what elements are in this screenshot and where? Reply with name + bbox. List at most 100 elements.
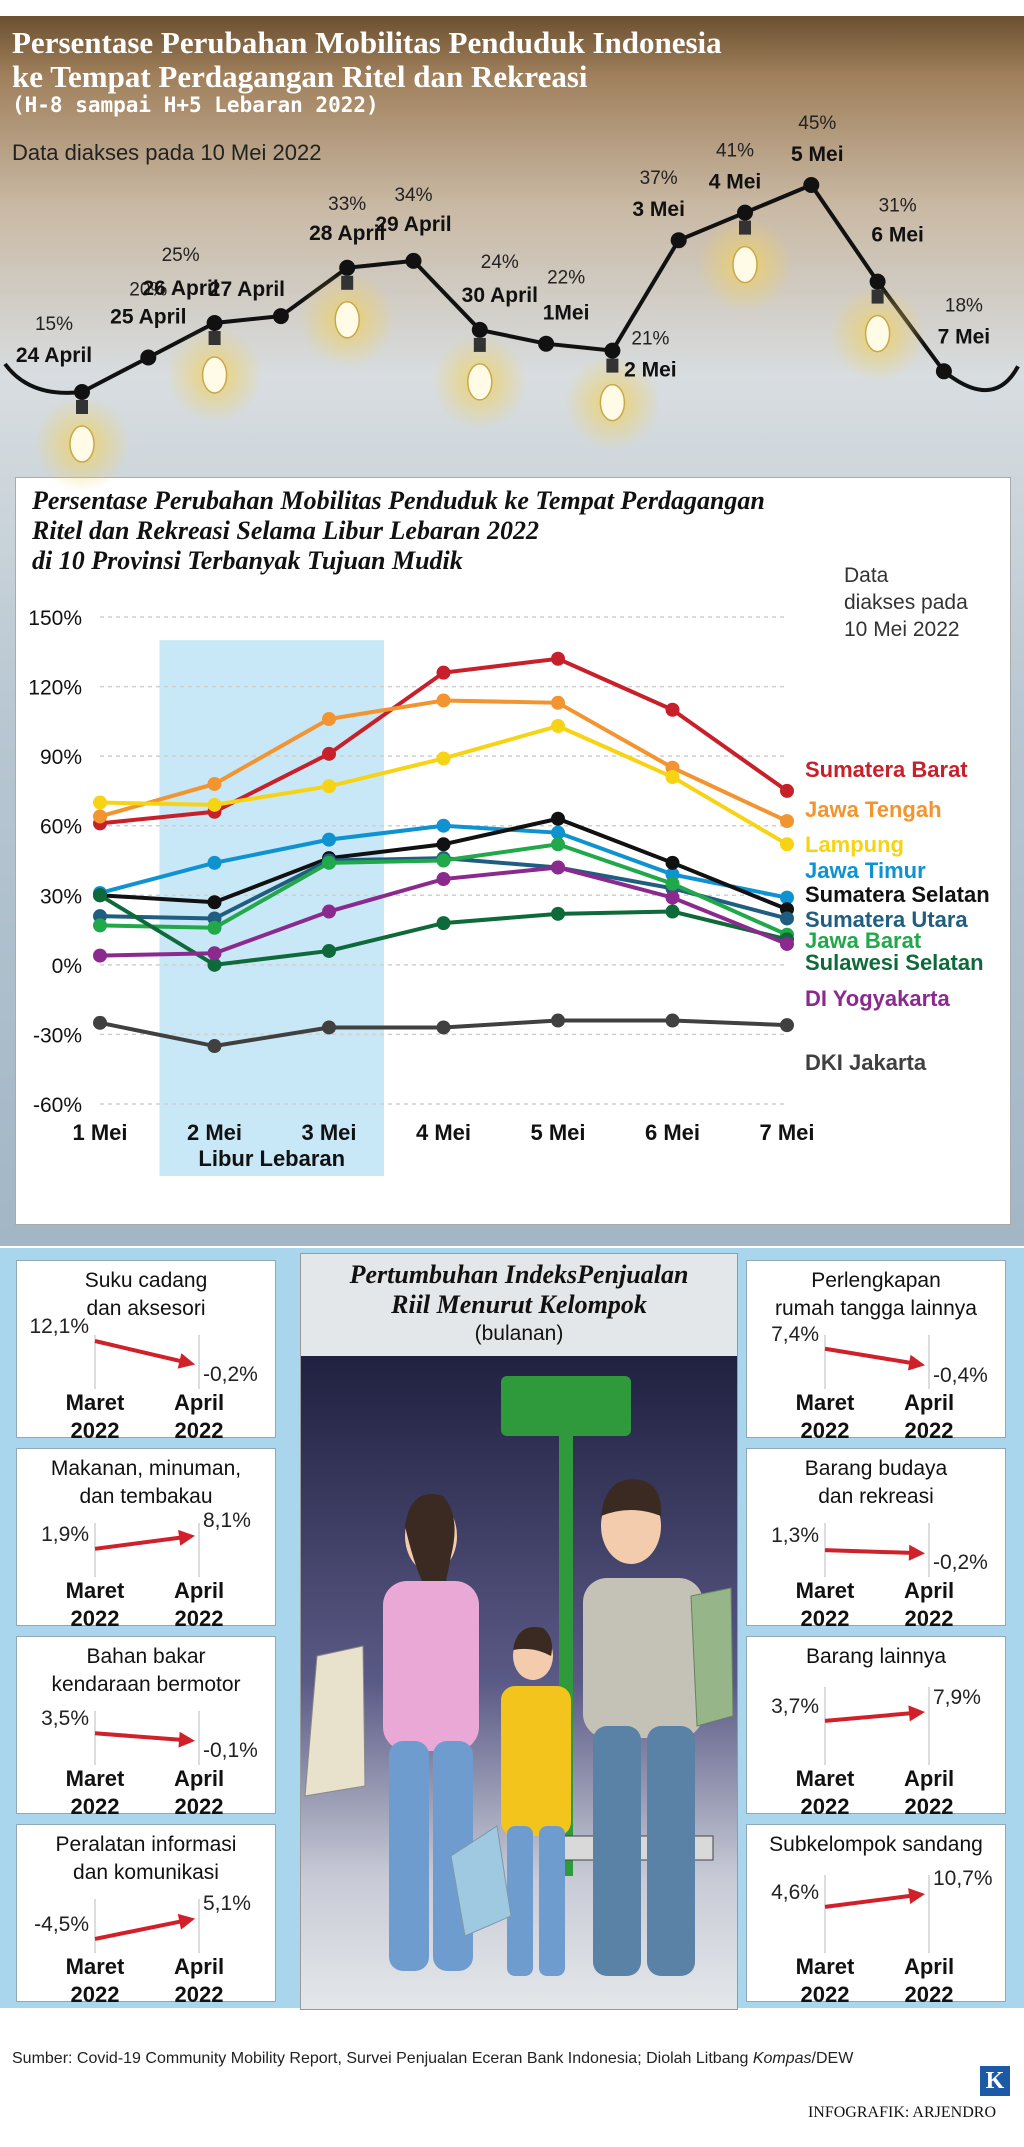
month-label: April 2022 (154, 1953, 244, 2009)
series-point (551, 837, 565, 852)
arrow-head-icon (908, 1544, 926, 1561)
series-point (93, 795, 107, 810)
woman-bag-icon (304, 1645, 366, 1797)
sales-card-title: Barang lainnya (747, 1643, 1005, 1671)
sales-card-title-line2: dan komunikasi (73, 1861, 219, 1884)
series-label: Lampung (805, 832, 904, 857)
y-tick-label: 0% (52, 955, 82, 978)
mobility-value-label: 18% (945, 295, 983, 316)
month-name: Maret (795, 1578, 855, 1603)
mobility-date-label: 1Mei (543, 302, 590, 325)
x-tick-label: 2 Mei (187, 1120, 242, 1145)
month-label: April 2022 (884, 1577, 974, 1633)
series-point (322, 1020, 336, 1035)
source-publisher: Kompas (752, 2050, 812, 2067)
mobility-date-label: 29 April (375, 213, 451, 236)
sales-mini-chart (824, 1875, 930, 1953)
mobility-value-label: 31% (879, 196, 917, 217)
month-name: April (903, 1954, 955, 1979)
arrow-head-icon (908, 1705, 926, 1722)
y-tick-label: -30% (33, 1024, 82, 1047)
month-label: April 2022 (154, 1389, 244, 1445)
month-name: April (903, 1390, 955, 1415)
cable-end (942, 365, 1020, 393)
mobility-date-label: 6 Mei (871, 224, 924, 247)
bulb-socket-icon (739, 220, 751, 235)
series-label: DI Yogyakarta (805, 986, 950, 1011)
series-label: Jawa Barat (805, 928, 922, 953)
sales-card-title-line1: Perlengkapan (811, 1269, 941, 1292)
series-point (436, 872, 451, 887)
series-point (551, 718, 565, 733)
sales-card: Makanan, minuman, dan tembakau 1,9% 8,1% Mar… (16, 1448, 276, 1631)
maret-value: 12,1% (29, 1315, 89, 1338)
sales-card-title-line1: Peralatan informasi (55, 1833, 237, 1856)
series-point (322, 746, 336, 761)
sales-card: Subkelompok sandang 4,6% 10,7% Maret 2022 Apr… (746, 1824, 1006, 2007)
series-point (780, 911, 794, 926)
sales-arrow (94, 1731, 186, 1743)
series-point (436, 818, 451, 833)
y-tick-label: 150% (28, 607, 82, 630)
sales-mini-chart (824, 1523, 930, 1577)
mobility-date-label: 28 April (309, 222, 385, 245)
month-year: 2022 (70, 1418, 120, 1443)
series-point (665, 1013, 680, 1028)
sales-card-title: Makanan, minuman, dan tembakau (17, 1455, 275, 1511)
sales-mini-chart (94, 1711, 200, 1765)
sales-mini-chart (94, 1523, 200, 1577)
mobility-date-label: 25 April (110, 306, 186, 329)
month-label: April 2022 (884, 1765, 974, 1821)
series-label: Sulawesi Selatan (805, 950, 984, 975)
series-point (780, 814, 794, 829)
series-point (780, 783, 794, 798)
sales-card-title-line2: kendaraan bermotor (51, 1673, 241, 1696)
sales-arrow (94, 1918, 186, 1941)
mobility-point (405, 252, 422, 269)
month-label: Maret 2022 (780, 1577, 870, 1633)
mobility-point (339, 259, 356, 276)
mobility-value-label: 22% (547, 268, 585, 289)
series-point (93, 1015, 107, 1030)
sales-mini-chart (824, 1687, 930, 1765)
month-label: Maret 2022 (50, 1953, 140, 2009)
mobility-point (206, 315, 223, 331)
light-bulb-icon (467, 363, 493, 401)
series-point (436, 693, 451, 708)
month-label: April 2022 (154, 1577, 244, 1633)
woman-leg-left-icon (389, 1741, 429, 1971)
month-year: 2022 (174, 1982, 224, 2007)
sales-card: Suku cadang dan aksesori 12,1% -0,2% Maret 20… (16, 1260, 276, 1443)
light-bulb-icon (334, 301, 360, 339)
y-tick-label: 90% (40, 746, 82, 769)
series-point (436, 916, 451, 931)
month-year: 2022 (70, 1606, 120, 1631)
mobility-date-label: 4 Mei (709, 171, 762, 194)
series-point (207, 957, 222, 972)
infographic-credit: INFOGRAFIK: ARJENDRO (807, 2104, 996, 2121)
month-year: 2022 (904, 1418, 954, 1443)
month-label: April 2022 (884, 1389, 974, 1445)
mobility-date-label: 30 April (462, 284, 538, 307)
mobility-date-label: 3 Mei (632, 198, 685, 221)
sales-card-title: Peralatan informasi dan komunikasi (17, 1831, 275, 1887)
mobility-point (74, 384, 90, 400)
arrow-head-icon (177, 1913, 196, 1930)
man-bag-icon (690, 1587, 734, 1727)
mobility-value-label: 45% (798, 113, 836, 134)
sales-arrow (824, 1893, 916, 1909)
cable-start (3, 362, 83, 395)
mobility-line (81, 182, 946, 394)
province-chart-title-line3: di 10 Provinsi Terbanyak Tujuan Mudik (32, 546, 463, 575)
sales-card-title-line2: dan rekreasi (818, 1485, 934, 1508)
series-point (207, 797, 222, 812)
month-name: April (903, 1766, 955, 1791)
mobility-point (803, 177, 820, 193)
bulb-socket-icon (871, 289, 884, 304)
series-point (551, 695, 565, 710)
series-point (551, 860, 565, 875)
month-name: April (173, 1954, 225, 1979)
x-tick-label: 3 Mei (301, 1120, 356, 1145)
month-label: Maret 2022 (780, 1765, 870, 1821)
month-name: April (173, 1766, 225, 1791)
